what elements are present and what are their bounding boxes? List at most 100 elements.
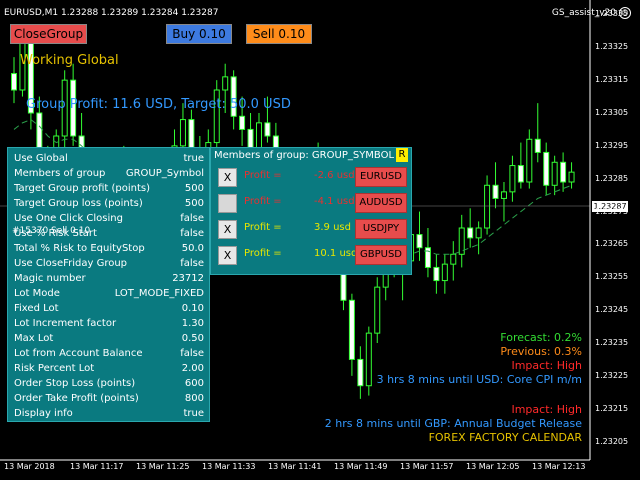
candle-body bbox=[458, 227, 465, 255]
candle-body bbox=[213, 89, 220, 144]
news-line: FOREX FACTORY CALENDAR bbox=[428, 431, 582, 444]
time-tick: 13 Mar 11:41 bbox=[268, 462, 322, 471]
price-tick: 1.23305 bbox=[595, 108, 629, 117]
candle-body bbox=[517, 165, 524, 183]
candle-body bbox=[222, 76, 229, 91]
setting-value: false bbox=[180, 258, 204, 269]
candle-body bbox=[534, 138, 541, 153]
symbol-info: EURUSD,M1 1.23288 1.23289 1.23284 1.2328… bbox=[4, 8, 219, 18]
time-tick: 13 Mar 12:13 bbox=[532, 462, 586, 471]
time-tick: 13 Mar 2018 bbox=[4, 462, 55, 471]
setting-row: Fixed Lot 0.10 bbox=[14, 301, 204, 316]
setting-row: Total % Risk to EquityStop 50.0 bbox=[14, 241, 204, 256]
price-tick: 1.23245 bbox=[595, 305, 629, 315]
refresh-button[interactable]: R bbox=[396, 148, 408, 162]
candle-body bbox=[551, 161, 558, 186]
price-tick: 1.23265 bbox=[595, 239, 629, 249]
setting-value: 23712 bbox=[172, 273, 204, 284]
setting-row: Lot from Account Balance false bbox=[14, 346, 204, 361]
setting-label: Order Take Profit (points) bbox=[14, 393, 139, 404]
candle-body bbox=[70, 79, 77, 137]
profit-value: -4.1 usd bbox=[314, 196, 355, 207]
price-tick: 1.23235 bbox=[595, 338, 629, 347]
setting-value: 800 bbox=[184, 393, 204, 404]
setting-label: Members of group bbox=[14, 168, 106, 179]
price-tick: 1.23315 bbox=[595, 75, 629, 85]
news-line: Impact: High bbox=[511, 403, 582, 416]
setting-label: Lot Mode bbox=[14, 288, 60, 299]
settings-panel: Use Global true Members of group GROUP_Symb… bbox=[7, 147, 210, 422]
time-tick: 13 Mar 12:05 bbox=[466, 462, 520, 471]
setting-label: Use % Risk Start bbox=[14, 228, 97, 239]
candle-body bbox=[179, 119, 186, 147]
time-tick: 13 Mar 11:25 bbox=[136, 462, 190, 471]
price-tick: 1.23215 bbox=[595, 403, 629, 413]
candle-body bbox=[543, 151, 550, 186]
setting-label: Use One Click Closing bbox=[14, 213, 123, 224]
news-line: 2 hrs 8 mins until GBP: Annual Budget Re… bbox=[324, 417, 582, 430]
symbol-button[interactable]: GBPUSD bbox=[355, 245, 407, 265]
profit-value: 10.1 usd bbox=[314, 248, 358, 259]
setting-label: Lot from Account Balance bbox=[14, 348, 143, 359]
member-row: X Profit = -2.6 usd EURUSD bbox=[214, 166, 408, 188]
current-price-label: 1.23287 bbox=[592, 201, 628, 212]
news-line: Impact: High bbox=[511, 359, 582, 372]
symbol-button[interactable]: AUDUSD bbox=[355, 193, 407, 213]
member-row: X Profit = 3.9 usd USDJPY bbox=[214, 218, 408, 240]
group-profit-status: Group Profit: 11.6 USD, Target: 50.0 USD bbox=[26, 97, 291, 112]
close-group-button[interactable]: CloseGroup bbox=[10, 24, 87, 44]
symbol-button[interactable]: USDJPY bbox=[355, 219, 407, 239]
candle-body bbox=[492, 184, 499, 199]
members-title: Members of group: GROUP_SYMBOL bbox=[214, 150, 395, 161]
setting-value: false bbox=[180, 348, 204, 359]
setting-value: 50.0 bbox=[181, 243, 204, 254]
sell-button[interactable]: Sell 0.10 bbox=[246, 24, 312, 44]
group-members-panel: Members of group: GROUP_SYMBOL R X Profit… bbox=[210, 147, 412, 275]
candle-body bbox=[500, 191, 507, 199]
setting-row: Lot Increment factor 1.30 bbox=[14, 316, 204, 331]
candle-body bbox=[509, 165, 516, 193]
setting-value: 1.30 bbox=[181, 318, 204, 329]
time-tick: 13 Mar 11:17 bbox=[70, 462, 124, 471]
price-tick: 1.23285 bbox=[595, 173, 629, 183]
profit-label: Profit = bbox=[244, 222, 282, 233]
news-line: 3 hrs 8 mins until USD: Core CPI m/m bbox=[376, 373, 582, 386]
setting-label: Risk Percent Lot bbox=[14, 363, 95, 374]
setting-row: Use Global true bbox=[14, 151, 204, 166]
setting-label: Display info bbox=[14, 408, 73, 419]
member-row: Profit = -4.1 usd AUDUSD bbox=[214, 192, 408, 214]
candle-body bbox=[230, 76, 237, 117]
price-tick: 1.23275 bbox=[595, 206, 629, 216]
setting-value: 2.00 bbox=[181, 363, 204, 374]
setting-row: Use One Click Closing false bbox=[14, 211, 204, 226]
setting-value: 500 bbox=[184, 198, 204, 209]
setting-row: Target Group profit (points) 500 bbox=[14, 181, 204, 196]
buy-button[interactable]: Buy 0.10 bbox=[166, 24, 232, 44]
candle-body bbox=[475, 227, 482, 239]
time-tick: 13 Mar 11:33 bbox=[202, 462, 256, 471]
setting-value: GROUP_Symbol bbox=[125, 168, 204, 179]
candle-body bbox=[560, 161, 567, 183]
price-tick: 1.23225 bbox=[595, 370, 629, 380]
member-checkbox[interactable] bbox=[218, 194, 237, 213]
setting-value: false bbox=[180, 213, 204, 224]
setting-label: Total % Risk to EquityStop bbox=[14, 243, 145, 254]
profit-label: Profit = bbox=[244, 196, 282, 207]
setting-value: LOT_MODE_FIXED bbox=[114, 288, 204, 299]
member-checkbox[interactable]: X bbox=[218, 220, 237, 239]
setting-label: Lot Increment factor bbox=[14, 318, 117, 329]
candle-body bbox=[433, 266, 440, 282]
candle-body bbox=[441, 263, 448, 282]
member-checkbox[interactable]: X bbox=[218, 246, 237, 265]
time-tick: 13 Mar 11:57 bbox=[400, 462, 454, 471]
setting-label: Use Global bbox=[14, 153, 68, 164]
setting-row: Max Lot 0.50 bbox=[14, 331, 204, 346]
symbol-button[interactable]: EURUSD bbox=[355, 167, 407, 187]
setting-value: 0.50 bbox=[181, 333, 204, 344]
setting-label: Max Lot bbox=[14, 333, 54, 344]
indicator-name: GS_assist_v20 bbox=[551, 8, 616, 18]
member-checkbox[interactable]: X bbox=[218, 168, 237, 187]
setting-row: Lot Mode LOT_MODE_FIXED bbox=[14, 286, 204, 301]
order-label: #15370 Sell 0.10 bbox=[12, 226, 91, 236]
setting-label: Magic number bbox=[14, 273, 86, 284]
